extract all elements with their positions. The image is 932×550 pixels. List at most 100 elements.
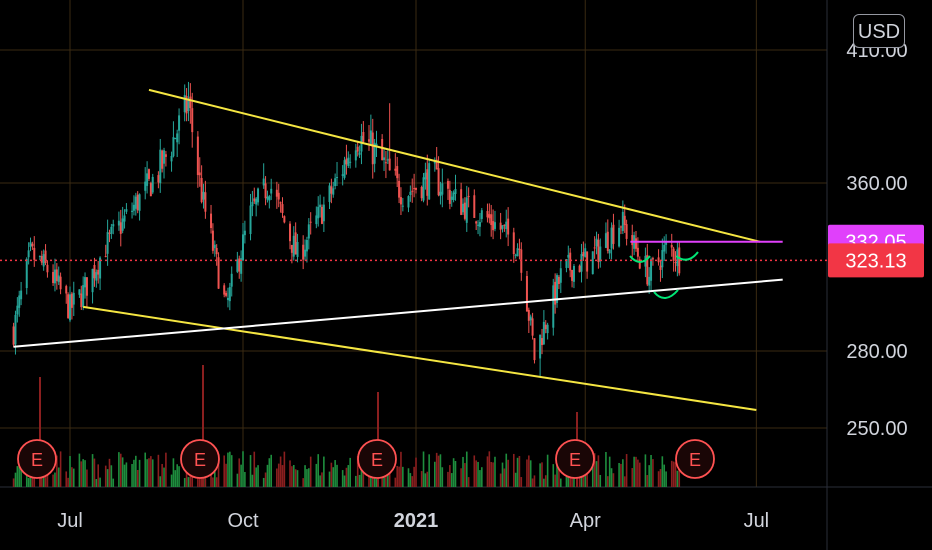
candle-body bbox=[499, 222, 502, 230]
volume-bar bbox=[464, 463, 466, 487]
candle-body bbox=[253, 198, 256, 202]
candle-body bbox=[571, 269, 574, 281]
candle-body bbox=[533, 338, 536, 361]
candle-body bbox=[163, 150, 166, 164]
volume-bar bbox=[341, 470, 344, 487]
earnings-marker-0[interactable]: E bbox=[17, 439, 57, 479]
candle-body bbox=[409, 191, 412, 195]
candle-body bbox=[315, 215, 318, 225]
volume-bar bbox=[546, 454, 549, 487]
earnings-marker-2[interactable]: E bbox=[357, 439, 397, 479]
volume-bar bbox=[486, 456, 489, 487]
candle-body bbox=[407, 196, 410, 208]
price-tag-1: 323.13 bbox=[828, 243, 924, 278]
volume-bar bbox=[59, 451, 62, 487]
price-tick-label: 280.00 bbox=[846, 341, 907, 363]
volume-bar bbox=[610, 468, 613, 487]
volume-bar bbox=[54, 472, 56, 487]
volume-bar bbox=[646, 475, 649, 487]
volume-bar bbox=[78, 453, 81, 487]
candle-body bbox=[134, 196, 137, 209]
volume-bar bbox=[296, 470, 299, 487]
volume-bar bbox=[227, 452, 229, 487]
candle-body bbox=[332, 188, 335, 195]
volume-bar bbox=[402, 466, 404, 487]
volume-bar bbox=[618, 463, 620, 487]
candle-body bbox=[612, 224, 615, 244]
candle-body bbox=[428, 163, 431, 200]
currency-button[interactable]: USD bbox=[853, 14, 905, 48]
candle-body bbox=[584, 248, 587, 258]
candle-body bbox=[320, 206, 323, 224]
candle-body bbox=[211, 230, 214, 251]
candle-body bbox=[503, 224, 506, 226]
candle-body bbox=[556, 275, 559, 303]
candle-body bbox=[255, 198, 258, 205]
earnings-marker-1[interactable]: E bbox=[180, 439, 220, 479]
candle-body bbox=[424, 172, 427, 180]
candle-body bbox=[290, 244, 293, 253]
candle-body bbox=[307, 224, 310, 239]
volume-bar bbox=[251, 474, 254, 487]
volume-bar bbox=[347, 465, 350, 487]
candle-body bbox=[345, 158, 348, 165]
volume-bar bbox=[388, 465, 391, 487]
volume-bar bbox=[595, 461, 598, 487]
volume-bar bbox=[407, 468, 410, 487]
candle-body bbox=[31, 243, 34, 247]
candle-body bbox=[157, 175, 160, 183]
candle-body bbox=[531, 318, 534, 336]
volume-bar bbox=[552, 464, 555, 487]
volume-bar bbox=[229, 451, 231, 487]
candle-body bbox=[420, 187, 423, 199]
volume-bar bbox=[306, 469, 308, 487]
price-tick-label: 250.00 bbox=[846, 418, 907, 440]
volume-bar bbox=[315, 463, 318, 487]
candle-body bbox=[170, 155, 173, 162]
volume-bar bbox=[257, 465, 259, 487]
trendlines[interactable] bbox=[0, 88, 827, 412]
candle-body bbox=[277, 192, 280, 200]
volume-bar bbox=[441, 467, 444, 487]
volume-bar bbox=[215, 477, 218, 487]
candle-body bbox=[512, 232, 515, 255]
candle-body bbox=[341, 174, 344, 176]
candle-body bbox=[178, 115, 181, 131]
time-tick-label: Jul bbox=[57, 510, 83, 532]
candle-body bbox=[384, 162, 387, 164]
candle-body bbox=[567, 254, 570, 258]
candle-body bbox=[289, 223, 292, 242]
volume-bar bbox=[637, 459, 639, 487]
volume-bar bbox=[197, 477, 199, 487]
volume-bar bbox=[99, 477, 101, 487]
volume-bar bbox=[72, 468, 75, 487]
candle-body bbox=[618, 227, 621, 247]
volume-bar bbox=[411, 476, 414, 487]
volume-bar bbox=[452, 458, 455, 487]
volume-bar bbox=[559, 478, 562, 487]
volume-bar bbox=[591, 465, 594, 487]
volume-bar bbox=[422, 451, 425, 487]
candle-body bbox=[146, 173, 149, 186]
earnings-marker-4[interactable]: E bbox=[675, 439, 715, 479]
volume-bar bbox=[507, 459, 509, 487]
volume-bar bbox=[309, 456, 312, 487]
candle-body bbox=[44, 250, 47, 264]
candle-body bbox=[189, 96, 192, 108]
candle-body bbox=[91, 268, 94, 293]
volume-bar bbox=[512, 453, 515, 487]
volume-bar bbox=[31, 473, 34, 487]
volume-bar bbox=[238, 458, 241, 487]
earnings-label: E bbox=[569, 450, 581, 470]
volume-bar bbox=[449, 465, 451, 487]
candle-body bbox=[462, 203, 465, 213]
earnings-marker-3[interactable]: E bbox=[555, 439, 595, 479]
time-axis[interactable]: Jul Oct 2021 Apr Jul bbox=[57, 510, 769, 532]
candle-body bbox=[251, 201, 254, 207]
volume-bar bbox=[516, 457, 519, 487]
volume-bar bbox=[80, 461, 83, 487]
volume-bar bbox=[670, 460, 673, 487]
